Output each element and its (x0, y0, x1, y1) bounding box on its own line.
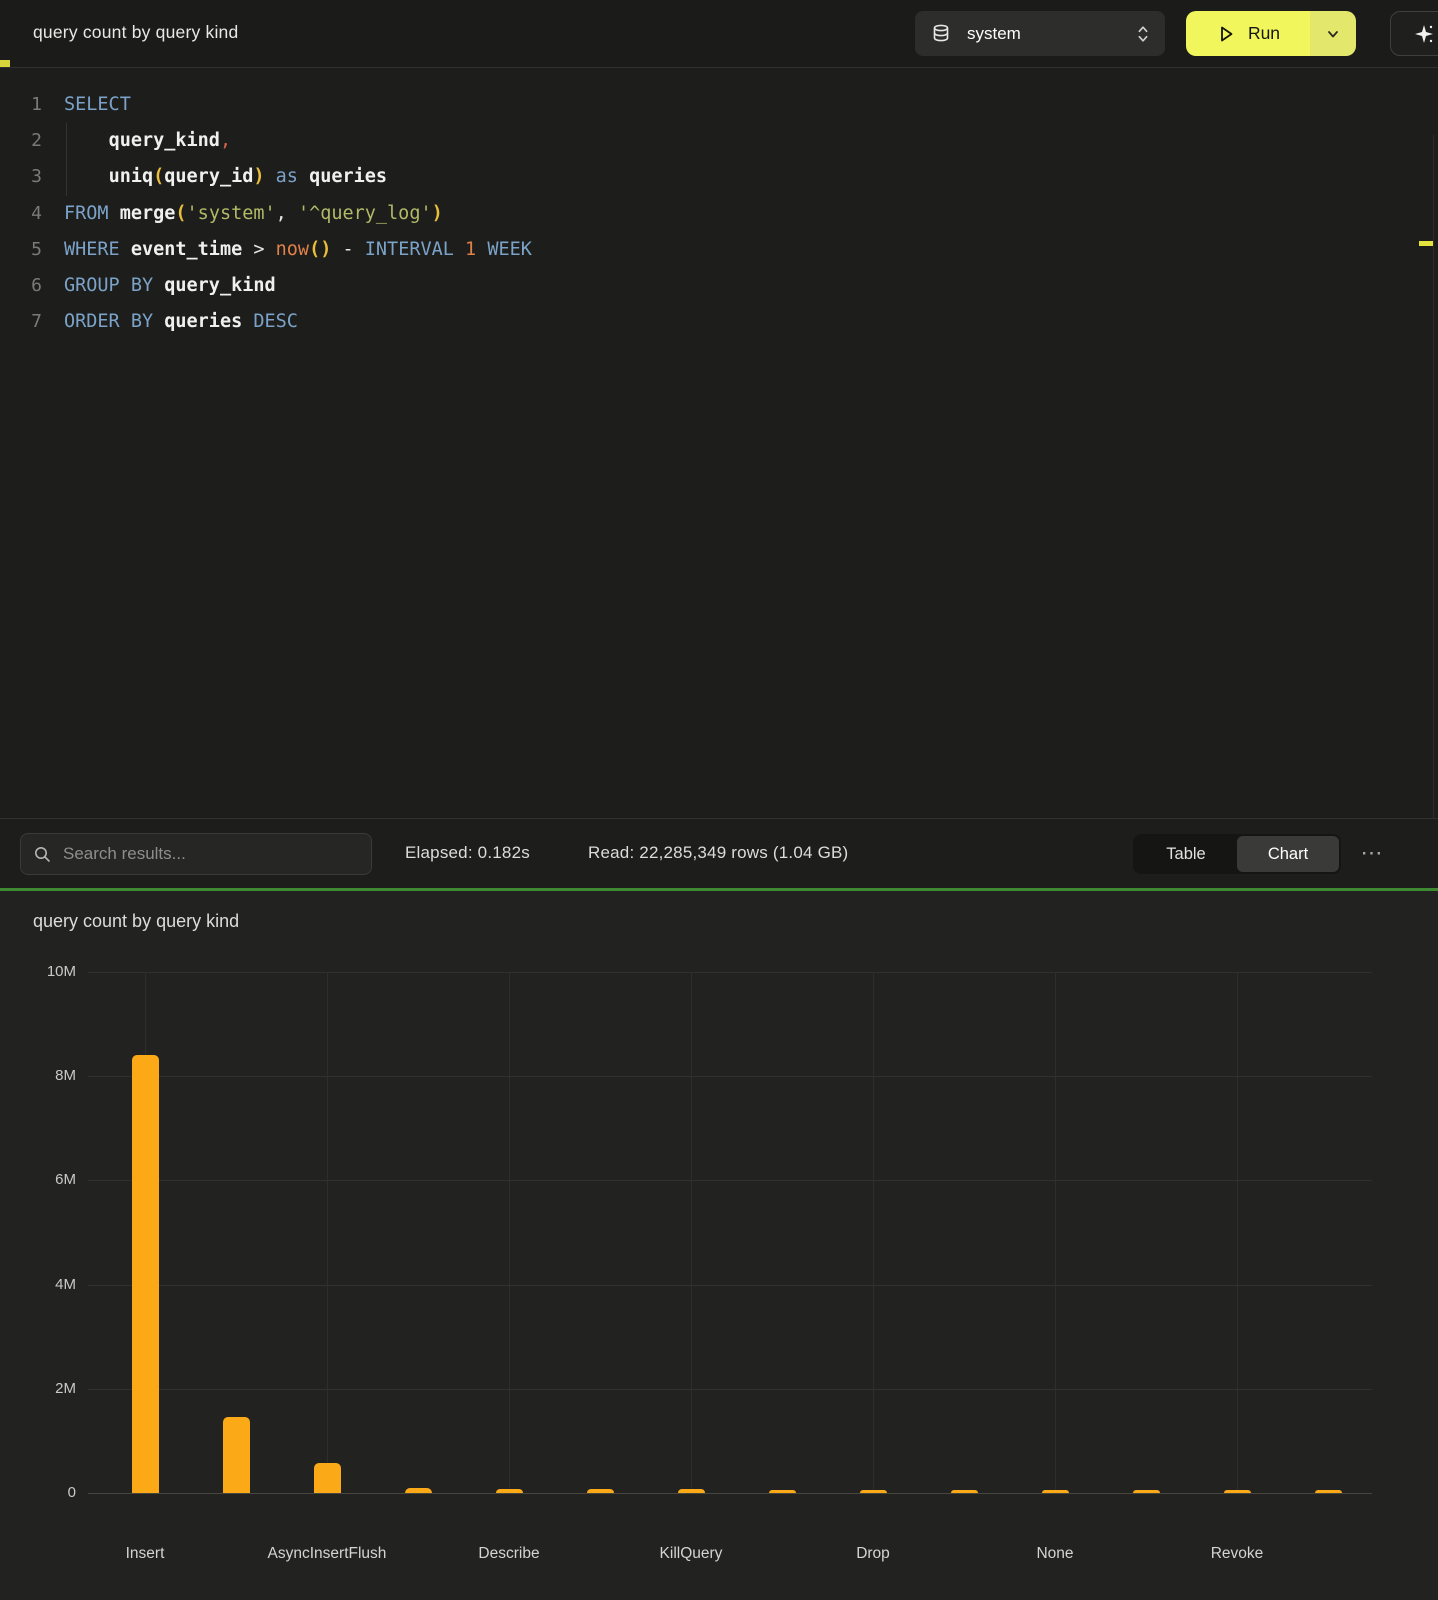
bar[interactable] (1223, 1490, 1251, 1493)
y-axis-tick-label: 0 (67, 1484, 76, 1501)
gridline (1055, 972, 1056, 1493)
code-line[interactable]: 1 SELECT (0, 86, 1438, 122)
gridline (873, 972, 874, 1493)
bar[interactable] (222, 1417, 250, 1493)
top-bar: query count by query kind system Run (0, 0, 1438, 68)
bar[interactable] (1132, 1490, 1160, 1493)
gridline (1237, 972, 1238, 1493)
search-icon (35, 847, 50, 862)
y-axis-tick-label: 6M (55, 1171, 76, 1189)
gridline (88, 972, 1372, 973)
x-axis-tick-label: None (1036, 1545, 1074, 1562)
search-results-box (20, 833, 372, 875)
gridline (509, 972, 510, 1493)
gridline (88, 1180, 1372, 1182)
ai-assistant-button[interactable] (1390, 11, 1438, 56)
run-label: Run (1247, 23, 1281, 43)
code-area: 1 SELECT 2 query_kind, 3 uniq(query_id) as … (0, 86, 1438, 340)
x-axis-tick-label: Insert (125, 1545, 165, 1562)
y-axis-tick-label: 10M (46, 963, 76, 980)
code-text: ORDER BY queries DESC (64, 311, 298, 333)
selected-database: system (967, 23, 1021, 43)
bar-chart-plot: Insert AsyncInsertFlush Describe KillQuery D… (88, 972, 1372, 1562)
gridline (88, 1076, 1372, 1078)
minimap-divider (1433, 135, 1434, 818)
gridline (88, 1388, 1372, 1390)
line-number: 1 (31, 93, 42, 115)
bar[interactable] (677, 1489, 705, 1493)
code-text: uniq(query_id) as queries (108, 166, 388, 188)
elapsed-stat: Elapsed: 0.182s (405, 843, 530, 862)
code-text: WHERE event_time > now() - INTERVAL 1 WE… (64, 238, 532, 260)
bar[interactable] (768, 1489, 796, 1493)
chevron-updown-icon (1138, 25, 1148, 42)
bar[interactable] (313, 1462, 341, 1493)
editor-left-marker (0, 60, 10, 67)
line-number: 3 (31, 166, 42, 188)
gridline (88, 1493, 1372, 1494)
bar[interactable] (950, 1489, 978, 1493)
x-axis-tick-label: Describe (478, 1545, 540, 1562)
database-icon (933, 24, 949, 41)
y-axis-tick-label: 4M (55, 1275, 76, 1293)
sparkle-icon (1415, 24, 1433, 43)
code-line[interactable]: 6 GROUP BY query_kind (0, 267, 1438, 303)
code-line[interactable]: 7 ORDER BY queries DESC (0, 304, 1438, 340)
x-axis-tick-label: AsyncInsertFlush (267, 1545, 387, 1562)
code-line[interactable]: 5 WHERE event_time > now() - INTERVAL 1 W… (0, 231, 1438, 267)
code-text: query_kind, (108, 129, 232, 151)
run-button[interactable]: Run (1186, 11, 1310, 56)
code-text: GROUP BY query_kind (64, 275, 276, 297)
view-toggle: Table Chart (1133, 834, 1341, 874)
read-stat: Read: 22,285,349 rows (1.04 GB) (588, 843, 849, 862)
panel-divider (0, 888, 1438, 891)
play-icon (1221, 26, 1233, 41)
minimap-highlight (1419, 241, 1433, 246)
x-axis-tick-label: Revoke (1210, 1545, 1264, 1562)
database-selector[interactable]: system (915, 11, 1165, 56)
line-number: 7 (31, 311, 42, 333)
gridline (88, 1284, 1372, 1286)
line-number: 5 (31, 238, 42, 260)
code-text: SELECT (64, 93, 131, 115)
table-view-button[interactable]: Table (1166, 844, 1206, 863)
bar[interactable] (586, 1489, 614, 1493)
line-number: 4 (31, 202, 42, 224)
bar[interactable] (404, 1488, 432, 1493)
chart-panel: query count by query kind Insert AsyncIns… (0, 891, 1438, 1600)
chevron-down-icon (1328, 30, 1338, 37)
x-axis-tick-label: Drop (856, 1545, 890, 1562)
x-axis-tick-label: KillQuery (659, 1545, 723, 1562)
run-options-button[interactable] (1310, 11, 1356, 56)
bar[interactable] (495, 1488, 523, 1493)
code-text: FROM merge('system', '^query_log') (64, 202, 443, 224)
y-axis-tick-label: 8M (55, 1067, 76, 1085)
chart-title: query count by query kind (33, 911, 240, 931)
bar[interactable] (859, 1489, 887, 1493)
sql-editor[interactable]: 1 SELECT 2 query_kind, 3 uniq(query_id) as … (0, 60, 1438, 818)
bar[interactable] (1314, 1490, 1342, 1493)
line-number: 2 (31, 129, 42, 151)
chart-view-button[interactable]: Chart (1237, 836, 1339, 872)
code-line[interactable]: 2 query_kind, (0, 122, 1438, 158)
y-axis-tick-label: 2M (55, 1379, 76, 1397)
gridline (327, 972, 328, 1493)
gridline (691, 972, 692, 1493)
code-line[interactable]: 3 uniq(query_id) as queries (0, 159, 1438, 195)
results-toolbar: Elapsed: 0.182s Read: 22,285,349 rows (1… (0, 818, 1438, 888)
bar[interactable] (131, 1055, 159, 1493)
code-line[interactable]: 4 FROM merge('system', '^query_log') (0, 195, 1438, 231)
more-options-button[interactable]: ⋯ (1360, 840, 1384, 865)
search-input[interactable] (63, 844, 359, 864)
line-number: 6 (31, 275, 42, 297)
run-split-button: Run (1186, 11, 1356, 56)
indent-guide (66, 123, 67, 196)
query-title: query count by query kind (33, 22, 239, 42)
bar[interactable] (1041, 1489, 1069, 1493)
